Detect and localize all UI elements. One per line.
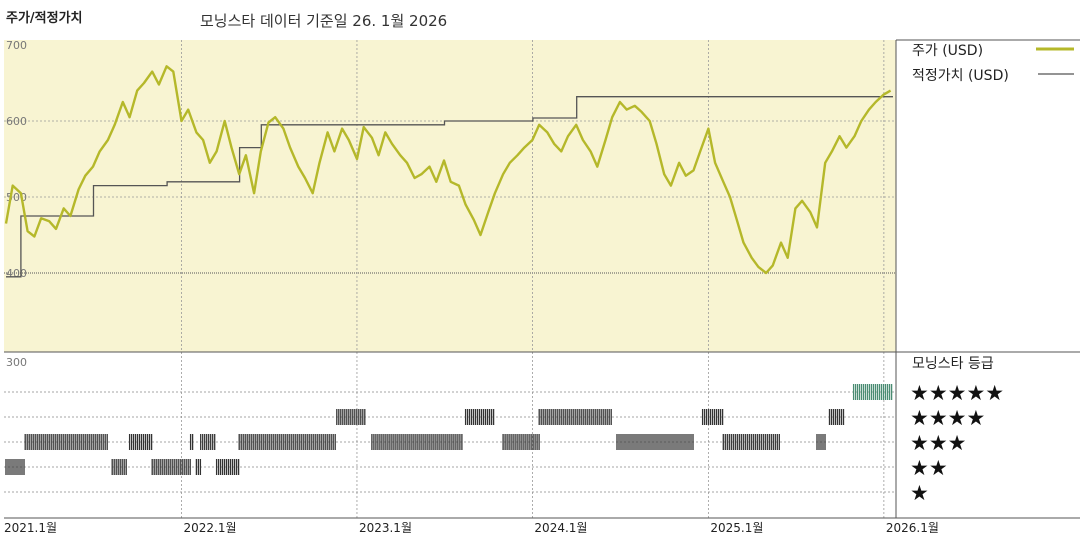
- rating-bar: [111, 459, 127, 475]
- rating-bars: [5, 384, 893, 475]
- x-tick-label: 2026.1월: [886, 521, 939, 535]
- rating-bar: [464, 409, 495, 425]
- y-tick-label: 600: [6, 115, 27, 128]
- x-tick-label: 2025.1월: [710, 521, 763, 535]
- x-tick-label: 2024.1월: [534, 521, 587, 535]
- rating-label: ★: [910, 481, 929, 505]
- x-tick-label: 2021.1월: [4, 521, 57, 535]
- rating-title: 모닝스타 등급: [912, 356, 994, 372]
- rating-bar: [371, 434, 463, 450]
- rating-label: ★★★★: [910, 406, 985, 430]
- rating-bar: [189, 434, 194, 450]
- y-tick-label: 400: [6, 267, 27, 280]
- price-line: [4, 65, 892, 275]
- rating-bar: [195, 459, 202, 475]
- rating-label: ★★★: [910, 431, 966, 455]
- rating-bar: [24, 434, 108, 450]
- x-tick-label: 2023.1월: [359, 521, 412, 535]
- rating-bar: [502, 434, 540, 450]
- rating-bar: [151, 459, 191, 475]
- rating-bar: [238, 434, 336, 450]
- x-axis-ticks: 2021.1월 2022.1월 2023.1월 2024.1월 2025.1월 2026.…: [4, 521, 939, 535]
- chart-label: 주가/적정가치: [6, 10, 83, 26]
- rating-label: ★★: [910, 456, 948, 480]
- rating-bar: [722, 434, 780, 450]
- y-tick-label: 700: [6, 39, 27, 52]
- rating-bar: [200, 434, 216, 450]
- rating-bar: [5, 459, 25, 475]
- rating-bar: [336, 409, 366, 425]
- y-tick-label: 300: [6, 356, 27, 369]
- plot-background: [4, 40, 896, 352]
- rating-bar: [538, 409, 612, 425]
- chart-subtitle: 모닝스타 데이터 기준일 26. 1월 2026: [200, 12, 447, 30]
- legend-price-label: 주가 (USD): [912, 43, 983, 59]
- rating-bar: [215, 459, 240, 475]
- legend-fair-label: 적정가치 (USD): [912, 68, 1009, 84]
- rating-label: ★★★★★: [910, 381, 1004, 405]
- rating-bar: [852, 384, 893, 400]
- rating-bar: [616, 434, 694, 450]
- rating-labels: ★★★★★★★★★★★★★★★: [910, 381, 1004, 505]
- rating-bar: [128, 434, 153, 450]
- rating-bar: [701, 409, 724, 425]
- rating-bar: [828, 409, 845, 425]
- x-tick-label: 2022.1월: [183, 521, 236, 535]
- rating-bar: [816, 434, 826, 450]
